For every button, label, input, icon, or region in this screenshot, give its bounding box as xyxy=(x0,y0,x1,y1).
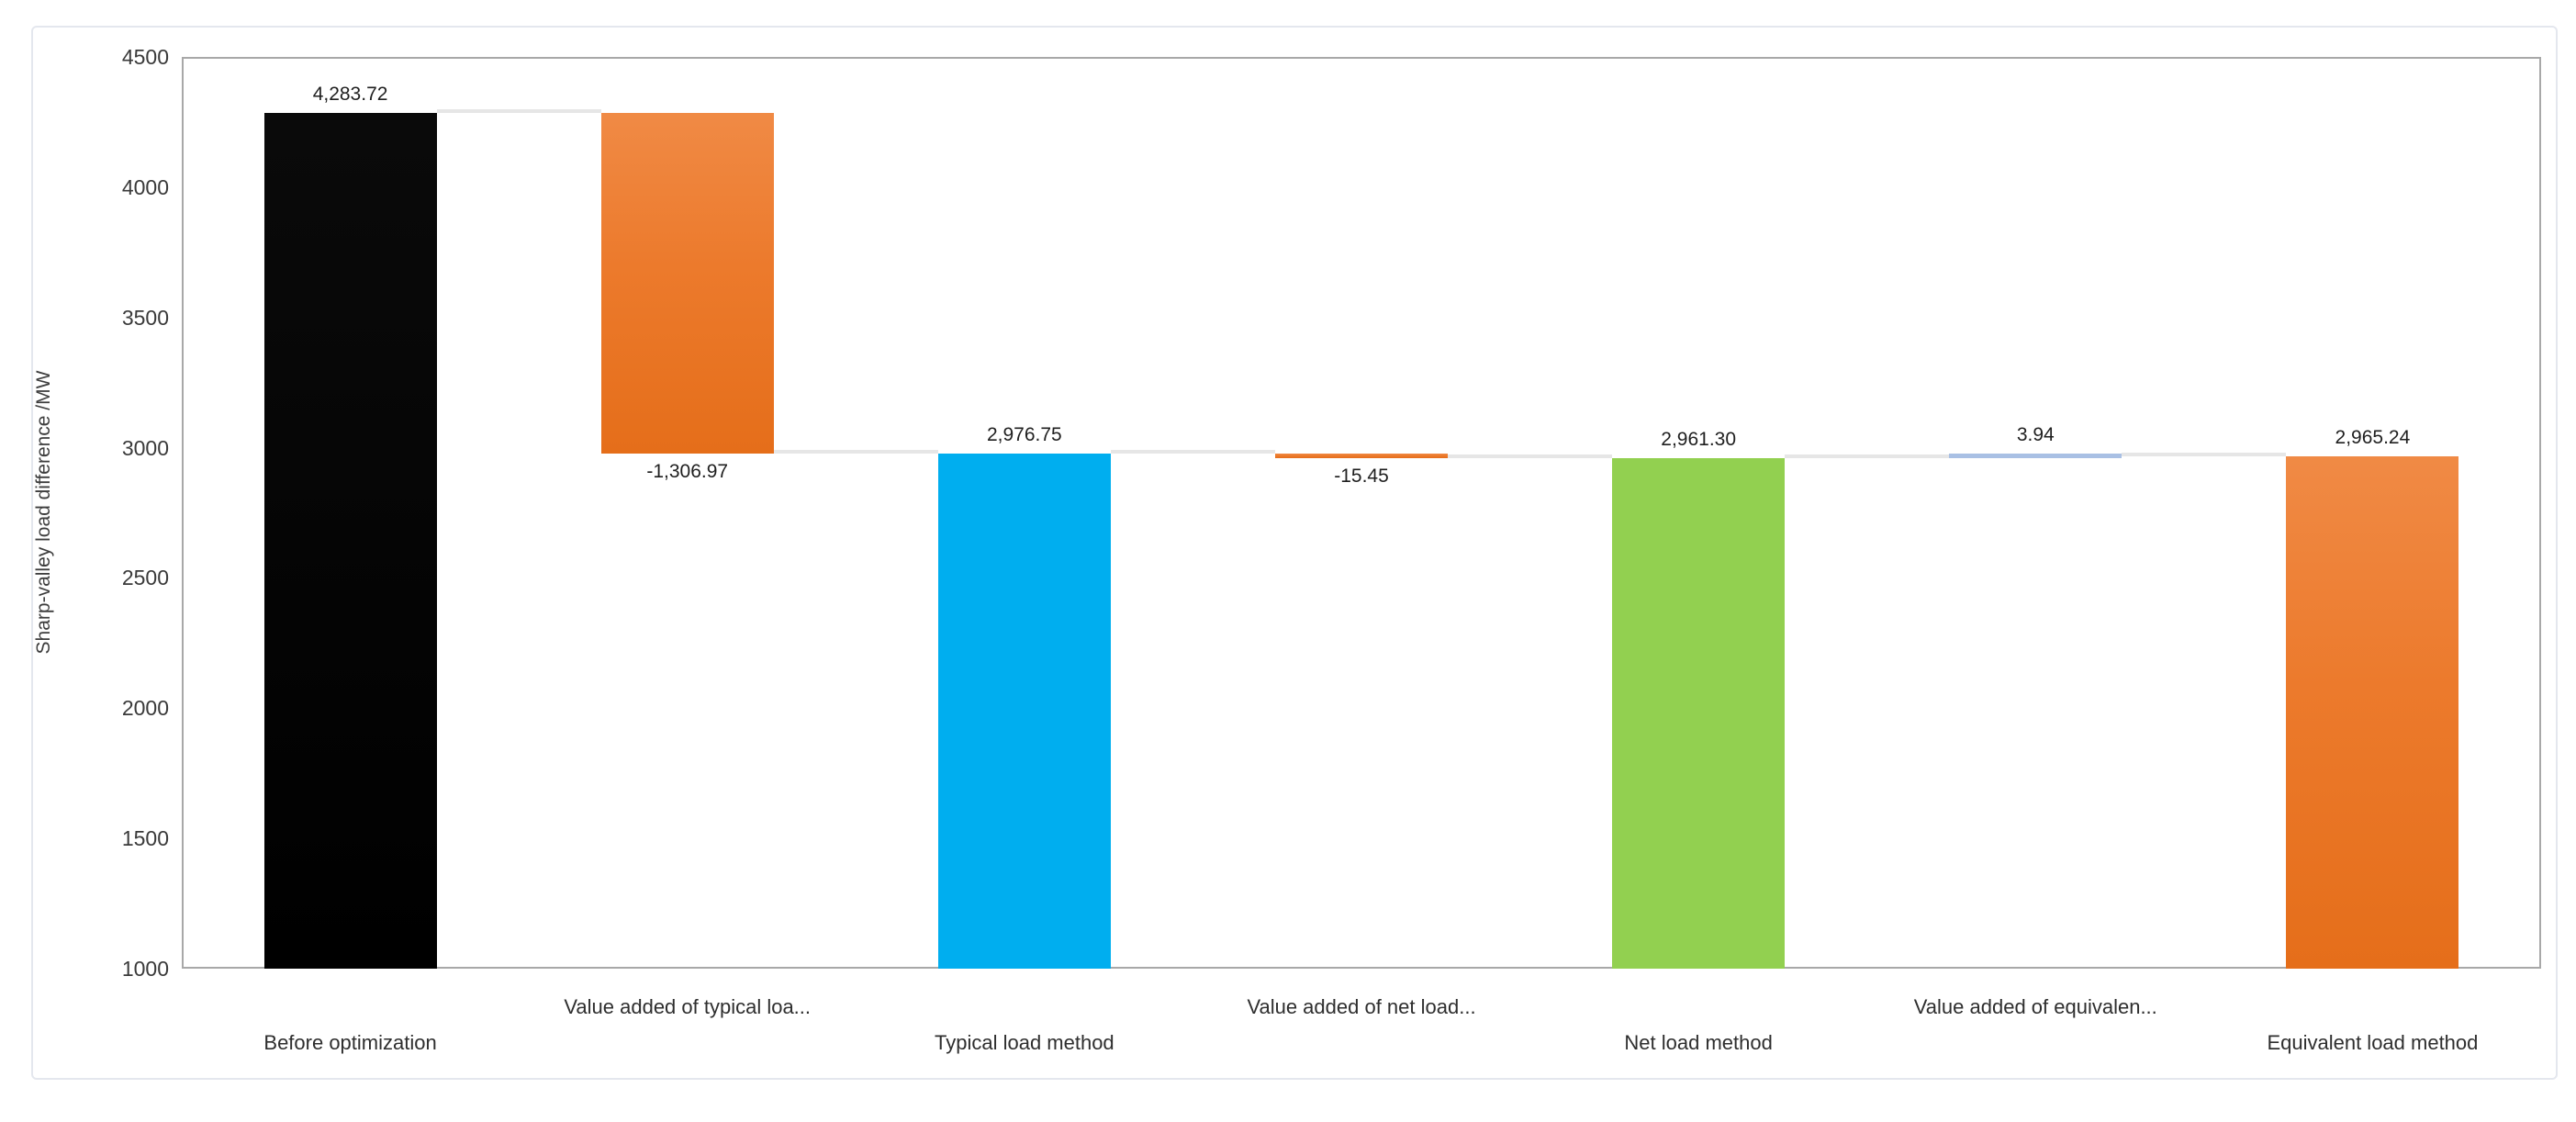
waterfall-connector-line xyxy=(1110,450,1275,454)
y-axis-tick-label: 3000 xyxy=(121,435,169,460)
bar-net-load-method xyxy=(1612,457,1786,969)
category-label: Value added of equivalen... xyxy=(1913,995,2157,1018)
category-label: Before optimization xyxy=(263,1031,437,1054)
y-axis-tick-label: 3500 xyxy=(121,305,169,330)
y-axis-tick-label: 1000 xyxy=(121,957,169,981)
data-label: 2,961.30 xyxy=(1661,428,1737,450)
waterfall-connector-line xyxy=(1785,454,1950,458)
bar-value-added-of-typical-loa xyxy=(600,113,774,454)
waterfall-connector-line xyxy=(2122,453,2287,457)
bar-equivalent-load-method xyxy=(2286,456,2459,969)
y-axis-tick-label: 2500 xyxy=(121,566,169,590)
y-axis-tick-label: 2000 xyxy=(121,696,169,721)
bar-before-optimization xyxy=(263,113,437,969)
data-label: 2,976.75 xyxy=(986,424,1062,446)
y-axis-tick-label: 4500 xyxy=(121,45,169,69)
plot-area xyxy=(182,57,2541,969)
category-label: Equivalent load method xyxy=(2267,1031,2479,1054)
data-label: 3.94 xyxy=(2016,424,2055,446)
data-label: 4,283.72 xyxy=(312,84,388,106)
waterfall-connector-line xyxy=(436,109,601,114)
y-axis-tick-label: 1500 xyxy=(121,826,169,851)
y-axis-title-text: Sharp-valley load difference /MW xyxy=(33,370,54,655)
data-label: 2,965.24 xyxy=(2335,427,2411,449)
category-label: Value added of net load... xyxy=(1247,995,1476,1018)
data-label: -15.45 xyxy=(1334,465,1389,487)
waterfall-connector-line xyxy=(1448,454,1613,458)
bar-typical-load-method xyxy=(937,454,1111,969)
y-axis-tick-label: 4000 xyxy=(121,174,169,199)
category-label: Net load method xyxy=(1624,1031,1773,1054)
waterfall-connector-line xyxy=(773,450,938,454)
bar-value-added-of-equivalen xyxy=(1949,454,2122,458)
category-label: Value added of typical loa... xyxy=(564,995,812,1018)
bar-value-added-of-net-load xyxy=(1275,454,1448,458)
category-label: Typical load method xyxy=(935,1031,1114,1054)
data-label: -1,306.97 xyxy=(646,461,729,483)
